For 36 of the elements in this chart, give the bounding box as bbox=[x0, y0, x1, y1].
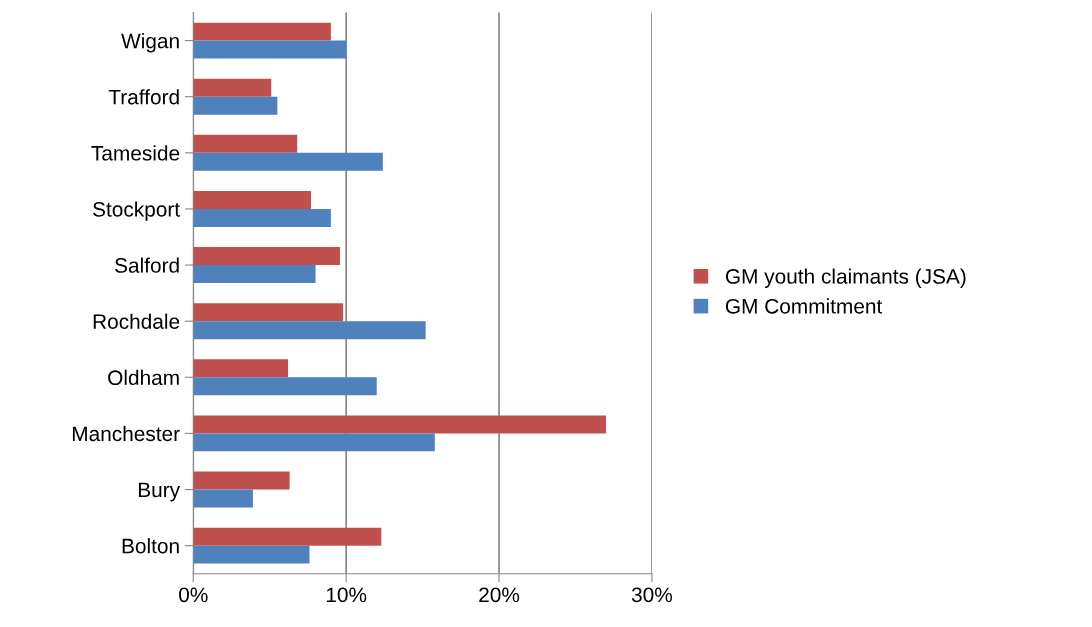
bar bbox=[193, 377, 377, 396]
bar bbox=[193, 303, 344, 322]
x-tick-label: 10% bbox=[326, 587, 367, 603]
x-tick-label: 30% bbox=[631, 587, 673, 603]
y-tick-label: Oldham bbox=[108, 369, 179, 386]
bar bbox=[193, 359, 289, 378]
bar bbox=[193, 247, 341, 266]
bar bbox=[193, 489, 253, 508]
bar bbox=[193, 40, 347, 59]
bar bbox=[193, 545, 310, 564]
bar bbox=[193, 321, 426, 340]
y-tick-label: Tameside bbox=[91, 145, 180, 161]
y-tick-label: Salford bbox=[115, 257, 179, 273]
bar bbox=[193, 527, 382, 546]
bar bbox=[193, 265, 316, 284]
bar bbox=[193, 96, 278, 115]
bar bbox=[193, 190, 311, 209]
y-tick-label: Trafford bbox=[108, 89, 179, 105]
y-tick-label: Wigan bbox=[121, 33, 179, 53]
y-tick-label: Rochdale bbox=[93, 313, 180, 329]
bar bbox=[193, 78, 272, 97]
x-tick-label: 0% bbox=[179, 587, 208, 603]
bar bbox=[193, 433, 435, 452]
x-tick-label: 20% bbox=[479, 587, 520, 603]
bar bbox=[193, 152, 383, 171]
y-tick-label: Stockport bbox=[93, 201, 180, 221]
legend-label: GM Commitment bbox=[725, 298, 883, 314]
y-tick-label: Bolton bbox=[122, 538, 179, 554]
bar bbox=[193, 471, 290, 490]
bar bbox=[193, 134, 298, 153]
y-tick-label: Bury bbox=[138, 482, 181, 502]
bar bbox=[193, 208, 331, 227]
y-tick-label: Manchester bbox=[72, 425, 180, 442]
legend-label: GM youth claimants (JSA) bbox=[725, 268, 966, 288]
bar bbox=[193, 22, 331, 41]
bar bbox=[193, 415, 607, 434]
